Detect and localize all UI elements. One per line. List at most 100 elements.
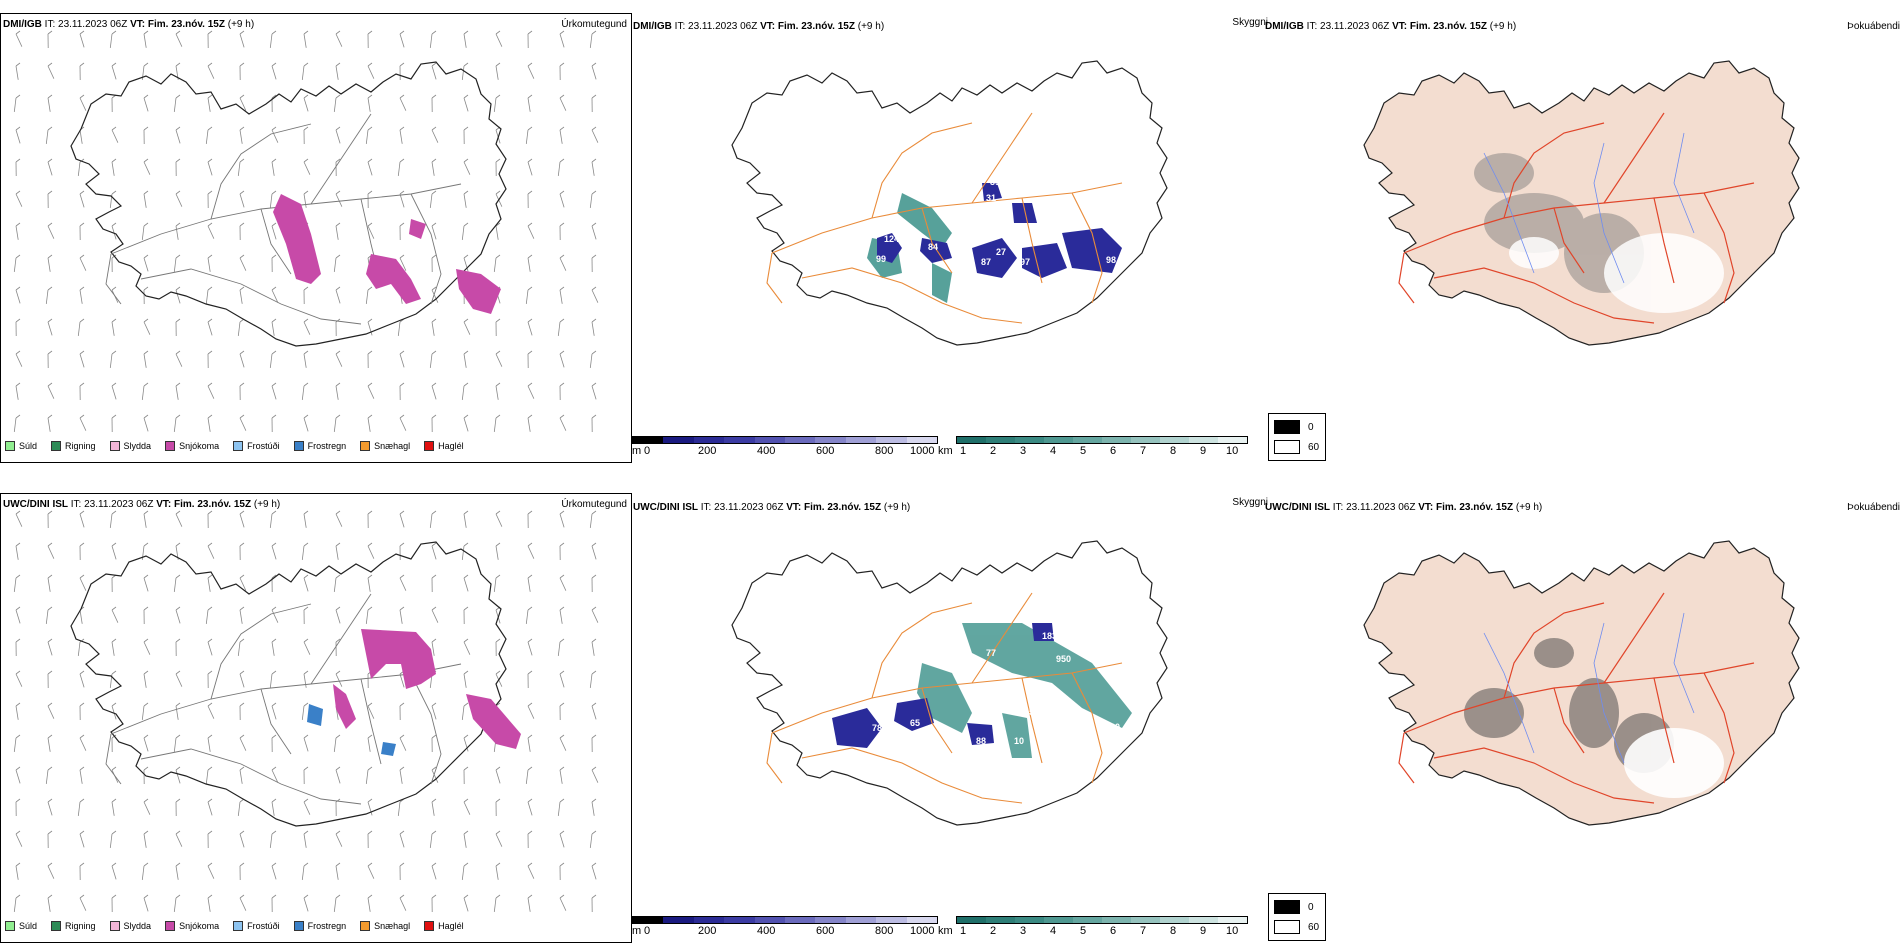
iceland-map: 183 950 220 65 88 78 37 77 45 10 00 xyxy=(731,540,1168,826)
legend-swatch xyxy=(165,921,176,931)
legend-label: 60 xyxy=(1308,441,1320,453)
cloud-base-label: 27 xyxy=(996,247,1006,257)
cloud-base-label: 78 xyxy=(872,723,882,733)
legend-swatch xyxy=(109,921,120,931)
colorbar-tick: 3 xyxy=(1020,925,1027,937)
legend-item: Snjókoma xyxy=(165,441,219,451)
legend-label: 0 xyxy=(1308,421,1314,433)
colorbar-tick: 2 xyxy=(990,445,997,457)
legend-swatch xyxy=(360,441,371,451)
colorbar-tick: 4 xyxy=(1050,925,1057,937)
legend-item: Snjókoma xyxy=(165,921,219,931)
legend-swatch xyxy=(233,441,244,451)
panel-field-name: Þokuábendi xyxy=(1847,21,1900,32)
colorbar-unit: km xyxy=(938,925,953,937)
legend-swatch xyxy=(1274,900,1300,914)
panel-field-name: Skyggni xyxy=(1232,497,1268,508)
colorbar-tick: 400 xyxy=(757,925,776,937)
cloud-base-label: 84 xyxy=(928,242,938,252)
visibility-panel-dmi: DMI/IGB IT: 23.11.2023 06Z VT: Fim. 23.n… xyxy=(632,13,1268,463)
fog-index-legend: 0 60 xyxy=(1268,413,1326,461)
cloud-base-label: 87 xyxy=(981,257,991,267)
cloud-base-label: 124 xyxy=(884,234,899,244)
colorbar-unit: m xyxy=(632,925,642,937)
panel-title: UWC/DINI ISL IT: 23.11.2023 06Z VT: Fim.… xyxy=(633,502,911,513)
cloud-base-areas xyxy=(877,183,1122,278)
colorbar-tick: 5 xyxy=(1080,445,1087,457)
colorbar-tick: 400 xyxy=(757,445,776,457)
cloud-base-label: 65 xyxy=(910,718,920,728)
legend-item: Slydda xyxy=(109,441,151,451)
cloud-base-label: 98 xyxy=(1106,255,1116,265)
cloud-base-label: 77 xyxy=(986,648,996,658)
legend-label: 0 xyxy=(1308,901,1314,913)
cloud-base-label: 45 xyxy=(1024,707,1034,717)
colorbar-tick: 7 xyxy=(1140,445,1147,457)
colorbar-tick: 0 xyxy=(644,925,651,937)
colorbar-tick: 6 xyxy=(1110,925,1117,937)
panel-field-name: Þokuábendi xyxy=(1847,502,1900,513)
colorbar-tick: 9 xyxy=(1200,925,1207,937)
colorbar-tick: 200 xyxy=(698,925,717,937)
fog-index-panel-dmi: DMI/IGB IT: 23.11.2023 06Z VT: Fim. 23.n… xyxy=(1262,13,1900,463)
visibility-scale xyxy=(956,916,1248,924)
colorbar-unit: m xyxy=(632,445,642,457)
colorbar-tick: 1 xyxy=(960,445,967,457)
colorbar-tick: 6 xyxy=(1110,445,1117,457)
panel-field-name: Úrkomutegund xyxy=(561,19,627,30)
visibility-scale xyxy=(956,436,1248,444)
legend-swatch xyxy=(424,921,435,931)
colorbar-tick: 1000 xyxy=(910,925,935,937)
legend-swatch xyxy=(51,441,62,451)
snow-areas xyxy=(307,629,521,756)
colorbar-tick: 9 xyxy=(1200,445,1207,457)
cloud-base-scale xyxy=(632,436,938,444)
colorbar-tick: 200 xyxy=(698,445,717,457)
cloud-base-colorbar: m 0 200 400 600 800 1000 xyxy=(632,916,938,938)
colorbar-unit: km xyxy=(938,445,953,457)
legend-item: Frostregn xyxy=(293,921,346,931)
colorbar-tick: 600 xyxy=(816,445,835,457)
panel-title: DMI/IGB IT: 23.11.2023 06Z VT: Fim. 23.n… xyxy=(633,21,885,32)
legend-item: Frostúði xyxy=(233,921,280,931)
legend-swatch xyxy=(51,921,62,931)
cloud-base-colorbar: m 0 200 400 600 800 1000 xyxy=(632,436,938,458)
visibility-colorbar: km 1 2 3 4 5 6 7 8 9 10 xyxy=(938,436,1248,458)
cloud-base-label: 220 xyxy=(1038,689,1053,699)
precip-legend: Súld Rigning Slydda Snjókoma Frostúði Fr… xyxy=(5,441,464,451)
panel-field-name: Úrkomutegund xyxy=(561,499,627,510)
legend-item: Slydda xyxy=(109,921,151,931)
legend-item: Súld xyxy=(5,921,37,931)
cloud-base-label: 99 xyxy=(876,254,886,264)
legend-swatch xyxy=(165,441,176,451)
cloud-base-areas xyxy=(832,623,1054,748)
fog-index-panel-uwc: UWC/DINI ISL IT: 23.11.2023 06Z VT: Fim.… xyxy=(1262,493,1900,943)
cloud-base-label: 97 xyxy=(1020,257,1030,267)
panel-title: DMI/IGB IT: 23.11.2023 06Z VT: Fim. 23.n… xyxy=(3,19,255,30)
legend-item: Snæhagl xyxy=(360,441,410,451)
panel-title: DMI/IGB IT: 23.11.2023 06Z VT: Fim. 23.n… xyxy=(1265,21,1517,32)
colorbar-tick: 1000 xyxy=(910,445,935,457)
colorbar-tick: 10 xyxy=(1226,925,1239,937)
colorbar-tick: 4 xyxy=(1050,445,1057,457)
colorbar-tick: 7 xyxy=(1140,925,1147,937)
colorbar-tick: 8 xyxy=(1170,445,1177,457)
cloud-base-label: 37 xyxy=(996,614,1006,624)
precip-type-panel-uwc: UWC/DINI ISL IT: 23.11.2023 06Z VT: Fim.… xyxy=(0,493,632,943)
colorbar-tick: 5 xyxy=(1080,925,1087,937)
precip-type-panel-dmi: DMI/IGB IT: 23.11.2023 06Z VT: Fim. 23.n… xyxy=(0,13,632,463)
iceland-map xyxy=(1363,60,1800,346)
cloud-base-label: 88 xyxy=(976,736,986,746)
colorbar-tick: 800 xyxy=(875,445,894,457)
legend-swatch xyxy=(109,441,120,451)
cloud-base-label: 102 xyxy=(1044,210,1059,220)
legend-swatch xyxy=(293,441,304,451)
legend-swatch xyxy=(5,921,15,931)
panel-title: UWC/DINI ISL IT: 23.11.2023 06Z VT: Fim.… xyxy=(3,499,281,510)
legend-item: Rigning xyxy=(51,921,96,931)
colorbar-tick: 3 xyxy=(1020,445,1027,457)
colorbar-tick: 800 xyxy=(875,925,894,937)
colorbar-tick: 10 xyxy=(1226,445,1239,457)
iceland-map xyxy=(1363,540,1800,826)
legend-item: Snæhagl xyxy=(360,921,410,931)
